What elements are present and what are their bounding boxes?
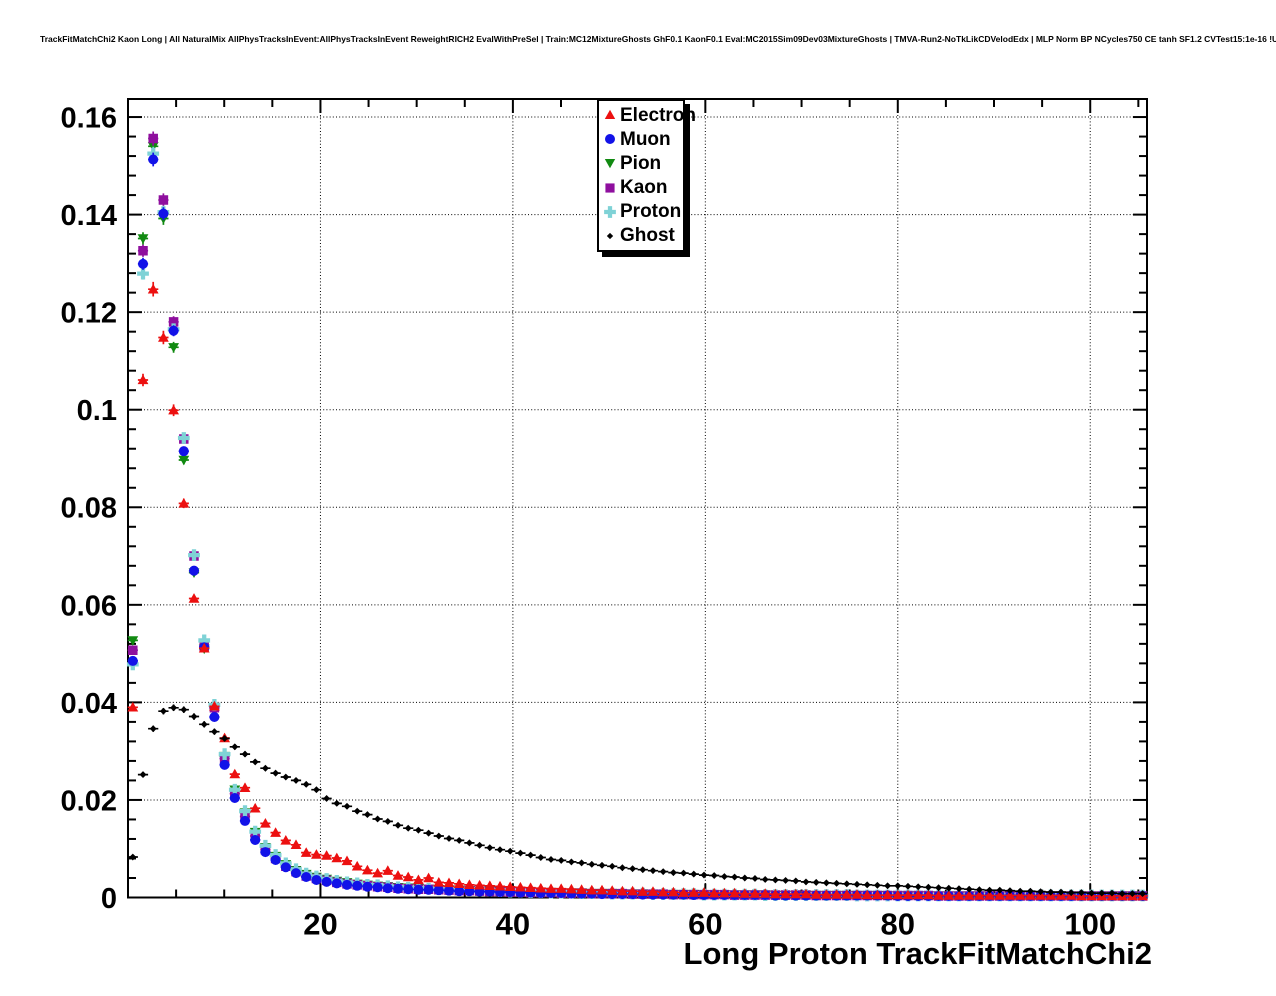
kaon-marker-icon: [605, 182, 615, 193]
legend-label-proton: Proton: [620, 201, 682, 223]
plot-title: TrackFitMatchChi2 Kaon Long | All Natura…: [40, 34, 1276, 44]
electron-marker-icon: [604, 109, 616, 120]
svg-text:0.12: 0.12: [61, 298, 117, 330]
svg-text:20: 20: [303, 907, 337, 942]
legend-label-electron: Electron: [620, 104, 697, 126]
muon-marker-icon: [605, 134, 615, 145]
legend-item-proton: Proton: [602, 200, 683, 224]
proton-marker-icon: [604, 205, 616, 218]
svg-text:0.06: 0.06: [61, 590, 117, 622]
legend-item-electron: Electron: [602, 103, 696, 127]
svg-text:0.1: 0.1: [77, 395, 117, 427]
svg-text:60: 60: [688, 907, 722, 942]
legend: Electron Muon Pion Kaon Proton Ghost: [597, 99, 696, 252]
svg-text:0.04: 0.04: [61, 688, 117, 720]
ghost-marker-icon: [606, 232, 614, 240]
svg-text:0: 0: [101, 883, 117, 915]
svg-text:100: 100: [1064, 907, 1116, 942]
legend-label-muon: Muon: [620, 128, 671, 150]
svg-text:40: 40: [496, 907, 530, 942]
svg-text:0.16: 0.16: [61, 102, 117, 134]
svg-text:0.14: 0.14: [61, 200, 117, 232]
x-axis-title: Long Proton TrackFitMatchChi2: [683, 936, 1152, 971]
svg-text:80: 80: [881, 907, 915, 942]
legend-label-kaon: Kaon: [620, 177, 668, 199]
legend-item-kaon: Kaon: [602, 176, 683, 200]
legend-item-ghost: Ghost: [602, 224, 683, 248]
legend-label-ghost: Ghost: [620, 225, 675, 247]
svg-text:0.08: 0.08: [61, 493, 117, 525]
legend-item-pion: Pion: [602, 151, 683, 175]
svg-text:0.02: 0.02: [61, 785, 117, 817]
pion-marker-icon: [604, 159, 616, 169]
legend-label-pion: Pion: [620, 152, 662, 174]
legend-item-muon: Muon: [602, 127, 683, 151]
